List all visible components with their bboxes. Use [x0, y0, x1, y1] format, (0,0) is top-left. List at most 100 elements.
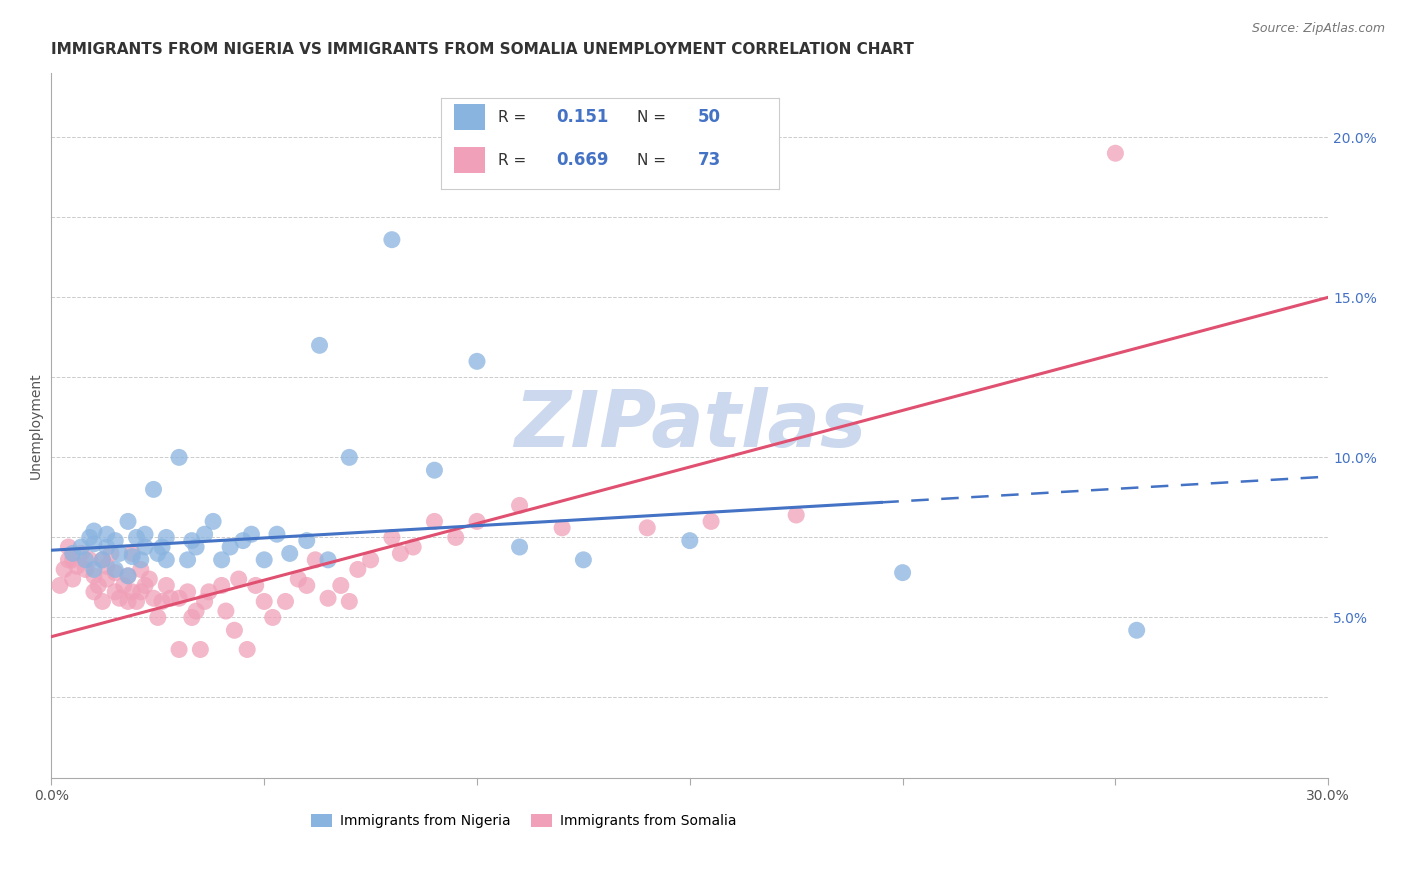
Point — [83, 585, 105, 599]
Point — [176, 585, 198, 599]
Point — [104, 533, 127, 548]
Point — [785, 508, 807, 522]
Point — [211, 578, 233, 592]
Point — [62, 572, 84, 586]
Point — [167, 450, 190, 465]
Point — [142, 591, 165, 606]
Point — [1104, 146, 1126, 161]
Point — [91, 594, 114, 608]
Point — [381, 530, 404, 544]
Point — [79, 553, 101, 567]
Point — [121, 585, 143, 599]
Point — [100, 546, 122, 560]
Point — [287, 572, 309, 586]
Point — [304, 553, 326, 567]
Point — [240, 527, 263, 541]
Point — [125, 594, 148, 608]
Point — [236, 642, 259, 657]
Point — [509, 499, 531, 513]
Point — [104, 562, 127, 576]
Point — [121, 546, 143, 560]
Point — [134, 527, 156, 541]
Point — [96, 540, 118, 554]
Point — [423, 515, 446, 529]
Point — [87, 578, 110, 592]
Text: ZIPatlas: ZIPatlas — [513, 387, 866, 463]
Point — [134, 540, 156, 554]
Point — [198, 585, 221, 599]
Point — [96, 572, 118, 586]
Y-axis label: Unemployment: Unemployment — [30, 372, 44, 479]
Point — [194, 527, 217, 541]
Point — [389, 546, 412, 560]
Point — [215, 604, 238, 618]
Point — [184, 540, 207, 554]
Point — [83, 569, 105, 583]
Point — [180, 610, 202, 624]
Point — [134, 578, 156, 592]
Point — [245, 578, 267, 592]
Point — [274, 594, 297, 608]
Point — [381, 233, 404, 247]
Legend: Immigrants from Nigeria, Immigrants from Somalia: Immigrants from Nigeria, Immigrants from… — [305, 809, 742, 834]
Point — [138, 572, 160, 586]
Point — [1125, 624, 1147, 638]
Point — [891, 566, 914, 580]
Point — [83, 562, 105, 576]
Point — [219, 540, 242, 554]
Point — [129, 553, 152, 567]
Point — [121, 549, 143, 564]
Point — [129, 585, 152, 599]
Point — [83, 524, 105, 538]
Point — [53, 562, 76, 576]
Point — [444, 530, 467, 544]
Point — [75, 553, 97, 567]
Point — [75, 562, 97, 576]
Point — [129, 562, 152, 576]
Point — [509, 540, 531, 554]
Point — [117, 594, 139, 608]
Point — [329, 578, 352, 592]
Point — [337, 450, 360, 465]
Point — [202, 515, 225, 529]
Point — [465, 354, 488, 368]
Point — [316, 591, 339, 606]
Point — [142, 483, 165, 497]
Point — [58, 553, 80, 567]
Point — [465, 515, 488, 529]
Point — [194, 594, 217, 608]
Point — [83, 537, 105, 551]
Point — [360, 553, 382, 567]
Point — [58, 540, 80, 554]
Point — [104, 566, 127, 580]
Point — [112, 578, 135, 592]
Point — [155, 553, 177, 567]
Point — [188, 642, 211, 657]
Point — [62, 553, 84, 567]
Point — [176, 553, 198, 567]
Point — [253, 553, 276, 567]
Point — [117, 569, 139, 583]
Point — [211, 553, 233, 567]
Point — [316, 553, 339, 567]
Point — [62, 546, 84, 560]
Point — [150, 594, 173, 608]
Point — [96, 527, 118, 541]
Point — [150, 540, 173, 554]
Point — [70, 540, 93, 554]
Point — [347, 562, 370, 576]
Point — [402, 540, 425, 554]
Point — [184, 604, 207, 618]
Point — [49, 578, 72, 592]
Point — [155, 530, 177, 544]
Point — [104, 585, 127, 599]
Point — [572, 553, 595, 567]
Point — [66, 559, 89, 574]
Point — [79, 530, 101, 544]
Point — [155, 578, 177, 592]
Point — [91, 553, 114, 567]
Point — [337, 594, 360, 608]
Point — [146, 546, 169, 560]
Point — [253, 594, 276, 608]
Point — [308, 338, 330, 352]
